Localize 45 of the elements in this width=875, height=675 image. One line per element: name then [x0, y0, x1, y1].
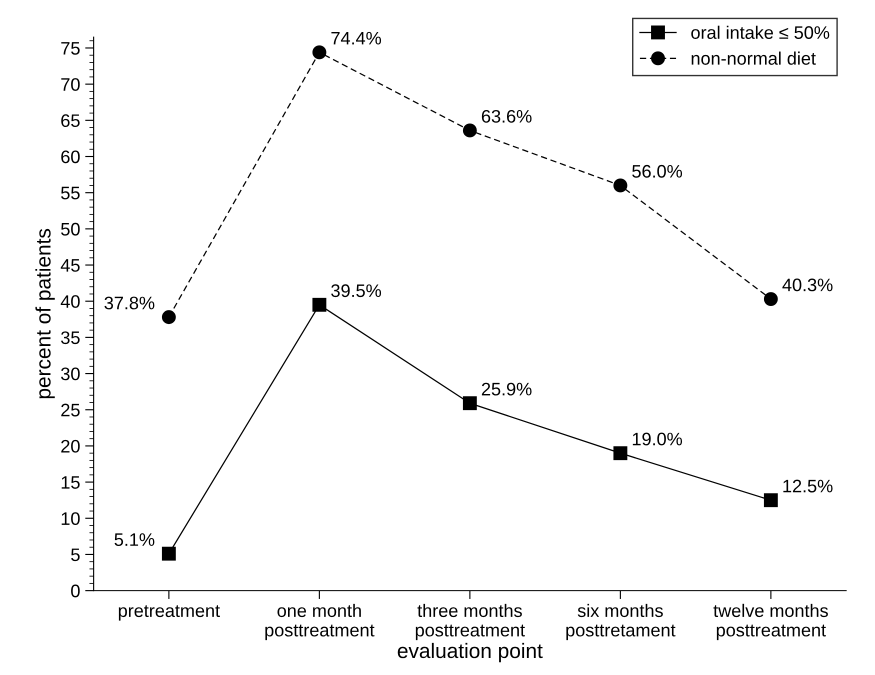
y-tick-label: 55: [61, 186, 80, 200]
y-tick-label: 0: [71, 584, 80, 598]
data-label: 39.5%: [331, 284, 382, 298]
y-tick-label: 50: [61, 222, 80, 236]
x-tick-label: one month posttreatment: [265, 604, 374, 640]
x-tick-label: six months posttretament: [566, 604, 676, 640]
data-label: 56.0%: [632, 164, 682, 178]
point: [162, 546, 176, 561]
legend-label: non-normal diet: [692, 52, 816, 65]
data-label: 40.3%: [782, 278, 833, 292]
point: [462, 124, 477, 138]
y-tick-label: 75: [61, 42, 80, 55]
x-axis-title: evaluation point: [398, 642, 543, 662]
y-tick-label: 25: [61, 404, 80, 416]
legend-label: oral intake ≤ 50%: [691, 26, 830, 39]
x-tick-label: pretreatment: [118, 605, 220, 621]
point: [764, 493, 778, 508]
y-tick-label: 10: [62, 512, 80, 525]
point: [312, 298, 326, 312]
y-axis-title: percent of patients: [35, 228, 55, 398]
x-tick-label: twelve months posttreatment: [713, 604, 828, 640]
data-label: 74.4%: [331, 32, 382, 45]
y-tick-label: 5: [71, 548, 80, 562]
y-tick-label: 35: [61, 331, 80, 344]
data-label: 25.9%: [482, 382, 532, 396]
y-tick-label: 70: [61, 78, 80, 91]
point: [613, 178, 628, 192]
y-tick-label: 45: [60, 259, 80, 272]
data-label: 5.1%: [114, 533, 154, 546]
point: [162, 310, 176, 324]
data-label: 12.5%: [783, 480, 833, 492]
data-label: 63.6%: [482, 110, 532, 123]
point: [764, 292, 778, 306]
x-tick-label: three months posttreatment: [416, 604, 525, 640]
data-label: 19.0%: [632, 432, 682, 446]
data-label: 37.8%: [104, 296, 154, 310]
point: [312, 45, 326, 60]
point: [462, 396, 477, 410]
y-tick-label: 40: [60, 295, 80, 308]
y-tick-label: 60: [61, 150, 80, 164]
y-tick-label: 65: [61, 114, 80, 128]
y-tick-label: 15: [62, 476, 80, 489]
y-tick-label: 20: [61, 440, 80, 453]
y-tick-label: 30: [61, 368, 80, 380]
point: [613, 446, 628, 460]
